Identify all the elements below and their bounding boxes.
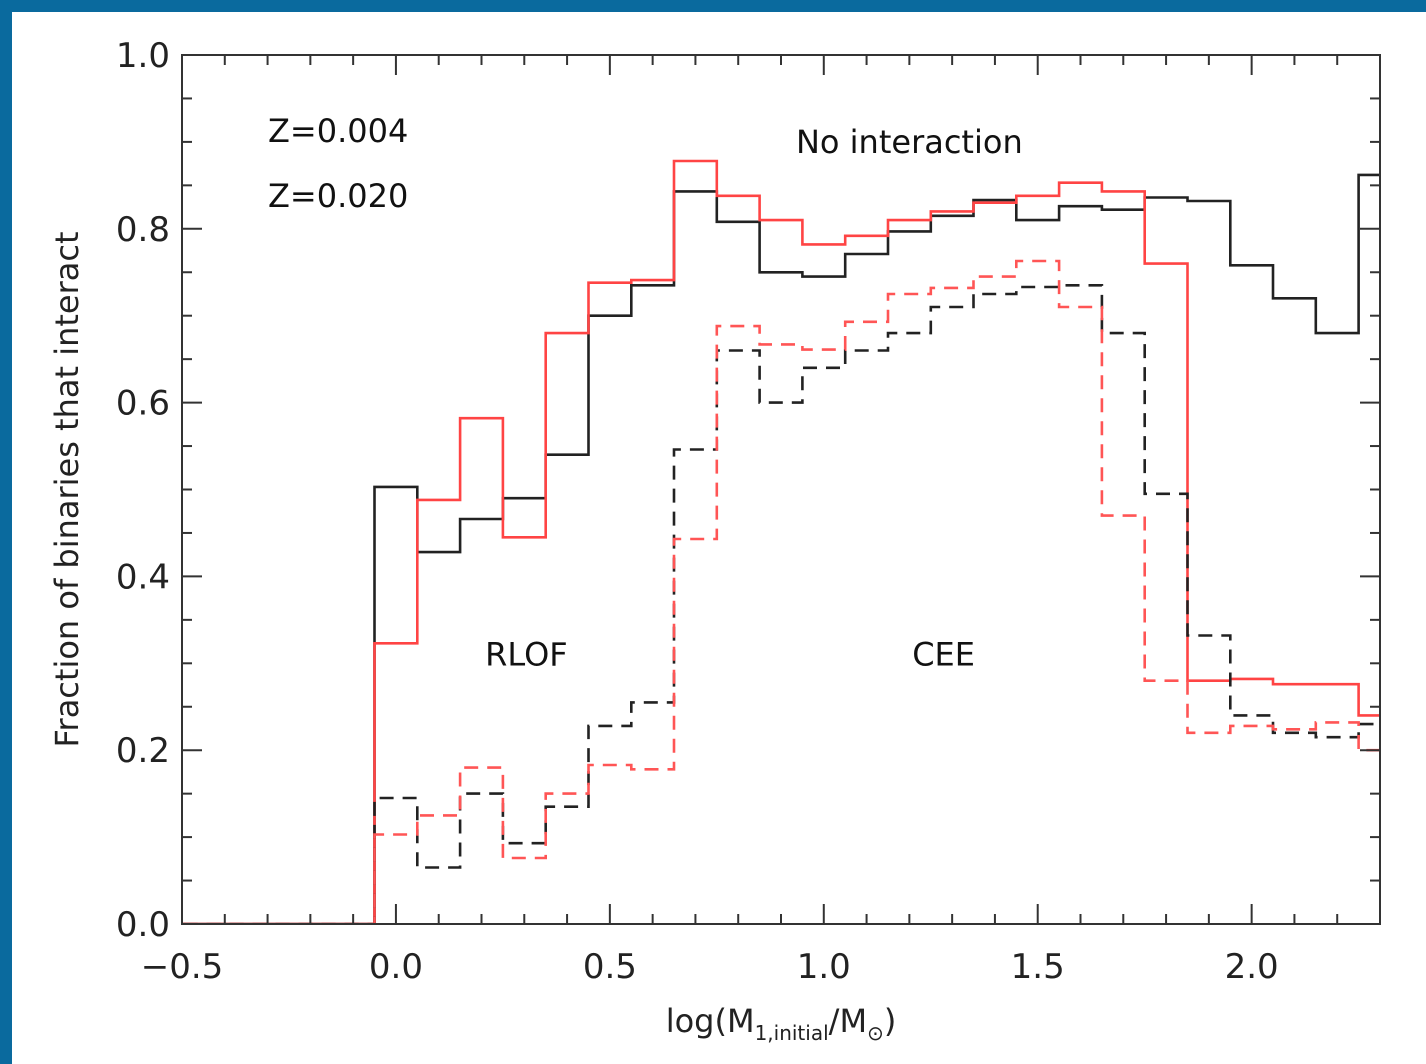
y-axis-label: Fraction of binaries that interact [48,231,86,747]
x-tick-label-5: 2.0 [1225,947,1279,987]
series-line-1 [182,159,1380,924]
y-tick-label-1: 0.2 [116,731,170,771]
x-axis-label-sun: ⊙ [867,1021,884,1045]
x-axis-label: log(M1,initial/M⊙) [666,1002,897,1045]
series-line-3 [182,259,1380,924]
legend-entry-z0020: Z=0.020 [268,177,408,215]
y-tick-label-5: 1.0 [116,36,170,76]
annotation-rlof: RLOF [485,636,568,674]
figure-frame: −0.5 0.0 0.5 1.0 1.5 2.0 0.0 0.2 0.4 0.6 0.8 1.0 Z=… [12,12,1426,1064]
series-layer [182,159,1380,924]
x-axis-label-tail: /M [829,1002,867,1040]
y-tick-label-0: 0.0 [116,905,170,945]
annotation-no-interaction: No interaction [796,123,1023,161]
x-tick-label-3: 1.0 [797,947,851,987]
series-line-0 [182,173,1380,924]
x-tick-label-4: 1.5 [1011,947,1065,987]
x-axis-label-main: log(M [666,1002,755,1040]
annotation-cee: CEE [912,636,975,674]
x-tick-label-0: −0.5 [141,947,224,987]
ticks-layer [181,54,1381,925]
series-line-2 [182,284,1380,924]
x-axis-label-sub: 1,initial [755,1021,829,1045]
x-tick-label-2: 0.5 [583,947,637,987]
chart: −0.5 0.0 0.5 1.0 1.5 2.00.00.20.40.60.81.0 Z=… [48,36,1381,1045]
legend-entry-z0004: Z=0.004 [268,112,408,150]
y-tick-label-3: 0.6 [116,384,170,424]
tick-labels: −0.5 0.0 0.5 1.0 1.5 2.00.00.20.40.60.81.0 [116,36,1279,987]
y-tick-label-2: 0.4 [116,557,170,597]
x-axis-label-end: ) [884,1002,896,1040]
x-tick-label-1: 0.0 [369,947,423,987]
y-tick-label-4: 0.8 [116,210,170,250]
